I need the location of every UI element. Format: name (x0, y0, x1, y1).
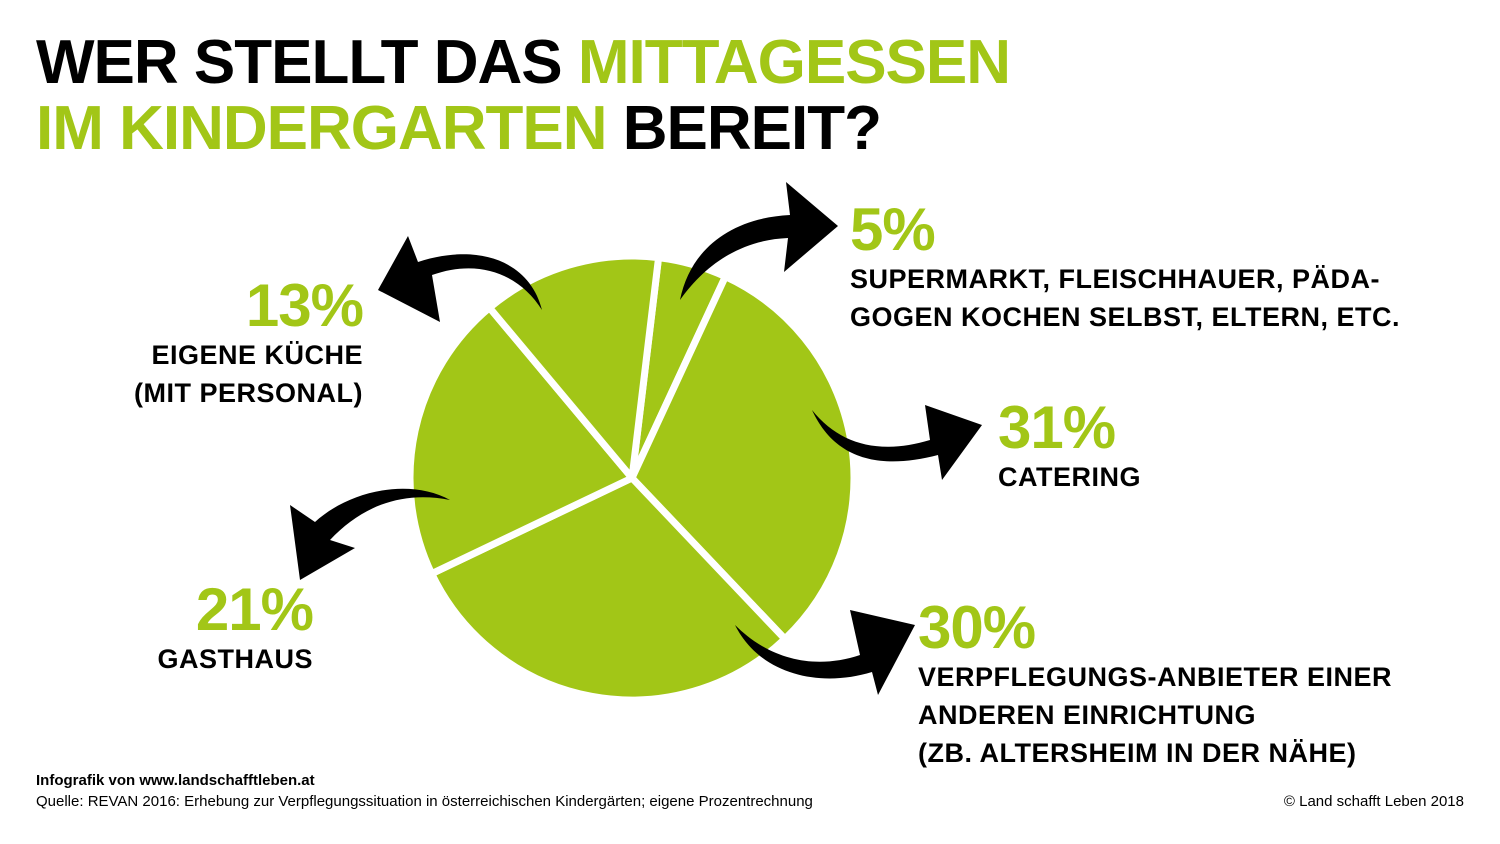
label-21-percent: 21% GASTHAUS (157, 576, 314, 678)
category-label: VERPFLEGUNGS-ANBIETER EINER ANDEREN EINR… (918, 662, 1393, 768)
category-label: GASTHAUS (157, 644, 313, 674)
arrow-31-percent (812, 405, 982, 480)
pie-slices (406, 252, 858, 704)
category-label: SUPERMARKT, FLEISCHHAUER, PÄDA- GOGEN KO… (850, 264, 1401, 332)
title-highlight: MITTAGESSEN (577, 28, 1011, 97)
arrows (290, 182, 982, 695)
arrow-13-percent (378, 236, 542, 322)
arrow-30-percent (735, 610, 915, 695)
value-label: 31% (998, 394, 1116, 461)
arrow-21-percent (290, 488, 450, 580)
pie-slice-21-percent (406, 304, 636, 578)
value-label: 13% (245, 272, 364, 339)
value-label: 21% (195, 576, 314, 643)
pie-slice-13-percent (486, 252, 663, 482)
arrow-5-percent (680, 182, 838, 300)
value-label: 5% (850, 196, 936, 263)
value-label: 30% (918, 594, 1036, 661)
label-13-percent: 13% EIGENE KÜCHE (MIT PERSONAL) (134, 272, 364, 412)
page-title: WER STELLT DAS MITTAGESSEN IM KINDERGART… (36, 28, 1011, 163)
footer: Infografik von www.landschafftleben.at Q… (36, 770, 813, 812)
title-part: BEREIT? (622, 94, 882, 163)
title-highlight: IM KINDERGARTEN (36, 94, 623, 163)
footer-credit: Infografik von www.landschafftleben.at (36, 772, 315, 789)
footer-copyright: © Land schafft Leben 2018 (1283, 793, 1464, 810)
footer-source: Quelle: REVAN 2016: Erhebung zur Verpfle… (36, 793, 813, 810)
label-5-percent: 5% SUPERMARKT, FLEISCHHAUER, PÄDA- GOGEN… (850, 200, 1400, 336)
label-31-percent: 31% CATERING (998, 398, 1141, 496)
title-part: WER STELLT DAS (36, 28, 578, 97)
label-30-percent: 30% VERPFLEGUNGS-ANBIETER EINER ANDEREN … (918, 598, 1392, 772)
category-label: EIGENE KÜCHE (MIT PERSONAL) (134, 340, 363, 408)
category-label: CATERING (998, 462, 1141, 492)
